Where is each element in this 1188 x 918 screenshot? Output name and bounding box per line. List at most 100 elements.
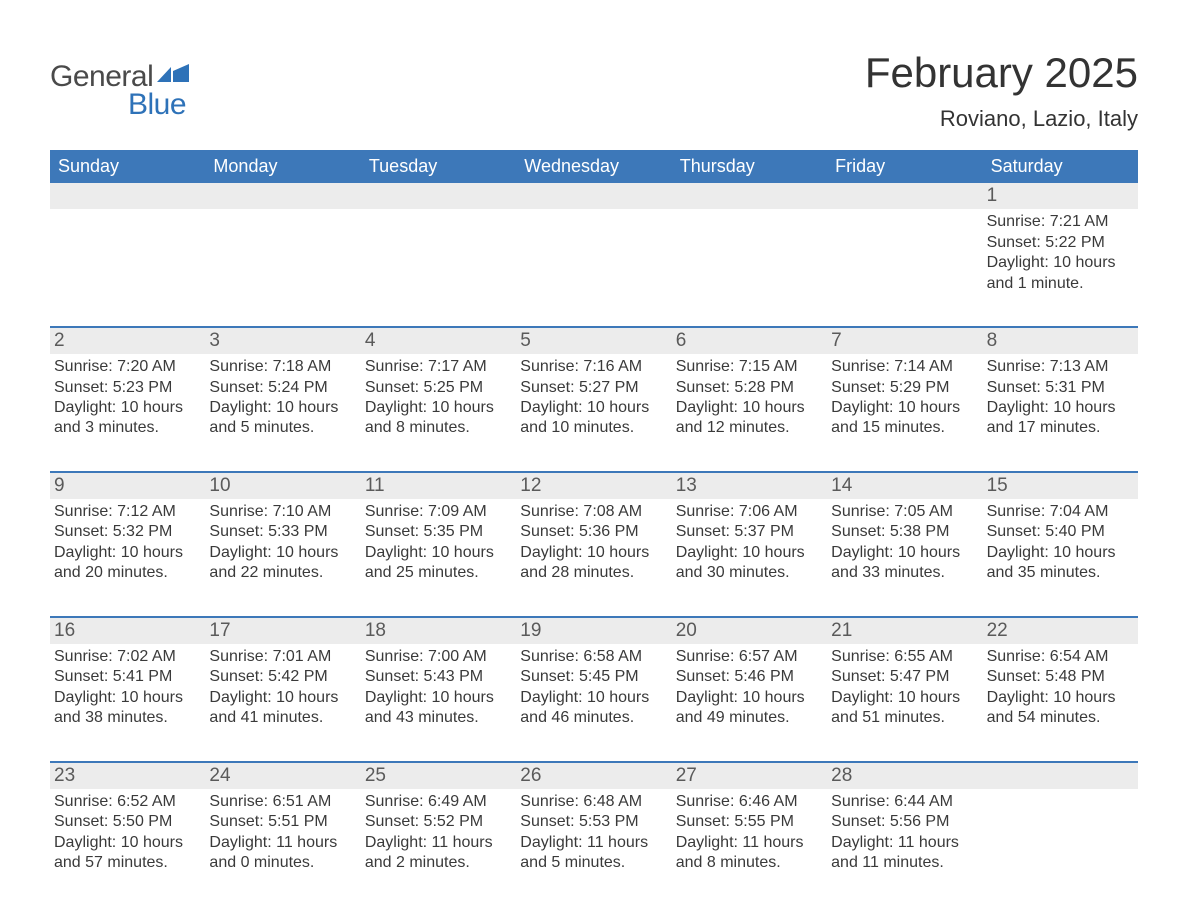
brand-logo: General Blue xyxy=(50,50,191,122)
day-number-row: . xyxy=(672,183,827,209)
sunrise-line: Sunrise: 7:02 AM xyxy=(54,647,201,667)
sunset-label: Sunset: xyxy=(676,379,735,396)
sunset-value: 5:51 PM xyxy=(268,813,328,830)
day-cell: 15Sunrise: 7:04 AMSunset: 5:40 PMDayligh… xyxy=(983,473,1138,588)
sunrise-label: Sunrise: xyxy=(676,648,739,665)
day-info: Sunrise: 7:01 AMSunset: 5:42 PMDaylight:… xyxy=(209,647,356,729)
sunrise-label: Sunrise: xyxy=(520,503,583,520)
sunrise-label: Sunrise: xyxy=(54,793,117,810)
day-cell: 1Sunrise: 7:21 AMSunset: 5:22 PMDaylight… xyxy=(983,183,1138,298)
daylight-label: Daylight: xyxy=(676,689,743,706)
day-info: Sunrise: 6:52 AMSunset: 5:50 PMDaylight:… xyxy=(54,792,201,874)
day-cell: 18Sunrise: 7:00 AMSunset: 5:43 PMDayligh… xyxy=(361,618,516,733)
week-row: ......1Sunrise: 7:21 AMSunset: 5:22 PMDa… xyxy=(50,183,1138,298)
day-cell: 8Sunrise: 7:13 AMSunset: 5:31 PMDaylight… xyxy=(983,328,1138,443)
day-cell-empty: . xyxy=(361,183,516,298)
sunrise-value: 6:49 AM xyxy=(428,793,487,810)
day-number-row: 18 xyxy=(361,618,516,644)
daylight-line: Daylight: 10 hours and 38 minutes. xyxy=(54,688,201,729)
sunrise-label: Sunrise: xyxy=(676,358,739,375)
sunrise-value: 7:13 AM xyxy=(1050,358,1109,375)
day-number-row: 5 xyxy=(516,328,671,354)
daylight-label: Daylight: xyxy=(54,689,121,706)
day-cell: 26Sunrise: 6:48 AMSunset: 5:53 PMDayligh… xyxy=(516,763,671,878)
sunrise-line: Sunrise: 7:06 AM xyxy=(676,502,823,522)
day-info: Sunrise: 7:13 AMSunset: 5:31 PMDaylight:… xyxy=(987,357,1134,439)
sunrise-value: 7:21 AM xyxy=(1050,213,1109,230)
sunset-value: 5:37 PM xyxy=(734,523,794,540)
day-number-row: . xyxy=(983,763,1138,789)
day-cell-empty: . xyxy=(205,183,360,298)
sunrise-line: Sunrise: 6:58 AM xyxy=(520,647,667,667)
daylight-label: Daylight: xyxy=(54,399,121,416)
day-number-row: 10 xyxy=(205,473,360,499)
day-number: 10 xyxy=(209,475,230,496)
daylight-line: Daylight: 10 hours and 51 minutes. xyxy=(831,688,978,729)
sunset-line: Sunset: 5:53 PM xyxy=(520,812,667,832)
day-number: 21 xyxy=(831,620,852,641)
day-number: 22 xyxy=(987,620,1008,641)
sunset-label: Sunset: xyxy=(831,379,890,396)
sunset-label: Sunset: xyxy=(831,813,890,830)
sunrise-label: Sunrise: xyxy=(209,358,272,375)
sunset-line: Sunset: 5:42 PM xyxy=(209,667,356,687)
sunrise-label: Sunrise: xyxy=(365,503,428,520)
sunset-line: Sunset: 5:52 PM xyxy=(365,812,512,832)
day-number: 24 xyxy=(209,765,230,786)
sunrise-value: 7:04 AM xyxy=(1050,503,1109,520)
daylight-label: Daylight: xyxy=(831,399,898,416)
sunset-label: Sunset: xyxy=(520,523,579,540)
daylight-label: Daylight: xyxy=(54,834,121,851)
page-header: General Blue February 2025 Roviano, Lazi… xyxy=(50,50,1138,132)
sunset-line: Sunset: 5:35 PM xyxy=(365,522,512,542)
daylight-label: Daylight: xyxy=(831,544,898,561)
weekday-friday: Friday xyxy=(827,150,982,183)
sunset-value: 5:25 PM xyxy=(424,379,484,396)
sunset-line: Sunset: 5:47 PM xyxy=(831,667,978,687)
sunset-value: 5:24 PM xyxy=(268,379,328,396)
sunset-value: 5:33 PM xyxy=(268,523,328,540)
sunset-label: Sunset: xyxy=(365,379,424,396)
sunrise-value: 7:02 AM xyxy=(117,648,176,665)
daylight-line: Daylight: 11 hours and 0 minutes. xyxy=(209,833,356,874)
sunrise-value: 6:57 AM xyxy=(739,648,798,665)
location-label: Roviano, Lazio, Italy xyxy=(865,106,1138,132)
daylight-label: Daylight: xyxy=(987,544,1054,561)
sunrise-value: 6:58 AM xyxy=(583,648,642,665)
day-number: 17 xyxy=(209,620,230,641)
sunset-value: 5:56 PM xyxy=(890,813,950,830)
daylight-label: Daylight: xyxy=(676,399,743,416)
calendar-grid: SundayMondayTuesdayWednesdayThursdayFrid… xyxy=(50,150,1138,877)
day-cell: 7Sunrise: 7:14 AMSunset: 5:29 PMDaylight… xyxy=(827,328,982,443)
sunset-label: Sunset: xyxy=(209,523,268,540)
sunset-value: 5:43 PM xyxy=(424,668,484,685)
sunrise-line: Sunrise: 7:08 AM xyxy=(520,502,667,522)
day-number: 28 xyxy=(831,765,852,786)
daylight-line: Daylight: 10 hours and 49 minutes. xyxy=(676,688,823,729)
day-cell-empty: . xyxy=(983,763,1138,878)
day-cell: 24Sunrise: 6:51 AMSunset: 5:51 PMDayligh… xyxy=(205,763,360,878)
sunrise-line: Sunrise: 7:20 AM xyxy=(54,357,201,377)
daylight-line: Daylight: 10 hours and 10 minutes. xyxy=(520,398,667,439)
sunrise-value: 7:18 AM xyxy=(273,358,332,375)
sunrise-value: 7:01 AM xyxy=(273,648,332,665)
sunset-line: Sunset: 5:27 PM xyxy=(520,378,667,398)
sunset-value: 5:47 PM xyxy=(890,668,950,685)
day-cell: 28Sunrise: 6:44 AMSunset: 5:56 PMDayligh… xyxy=(827,763,982,878)
sunset-label: Sunset: xyxy=(520,813,579,830)
sunrise-label: Sunrise: xyxy=(365,648,428,665)
day-number: 3 xyxy=(209,330,220,351)
sunset-value: 5:22 PM xyxy=(1045,234,1105,251)
day-number: 18 xyxy=(365,620,386,641)
sunset-value: 5:52 PM xyxy=(424,813,484,830)
day-number: 4 xyxy=(365,330,376,351)
day-cell: 9Sunrise: 7:12 AMSunset: 5:32 PMDaylight… xyxy=(50,473,205,588)
day-number: 7 xyxy=(831,330,842,351)
sunrise-value: 7:14 AM xyxy=(894,358,953,375)
sunrise-label: Sunrise: xyxy=(676,793,739,810)
day-number-row: 11 xyxy=(361,473,516,499)
sunrise-label: Sunrise: xyxy=(209,793,272,810)
daylight-line: Daylight: 10 hours and 20 minutes. xyxy=(54,543,201,584)
sunrise-line: Sunrise: 7:15 AM xyxy=(676,357,823,377)
day-info: Sunrise: 7:09 AMSunset: 5:35 PMDaylight:… xyxy=(365,502,512,584)
